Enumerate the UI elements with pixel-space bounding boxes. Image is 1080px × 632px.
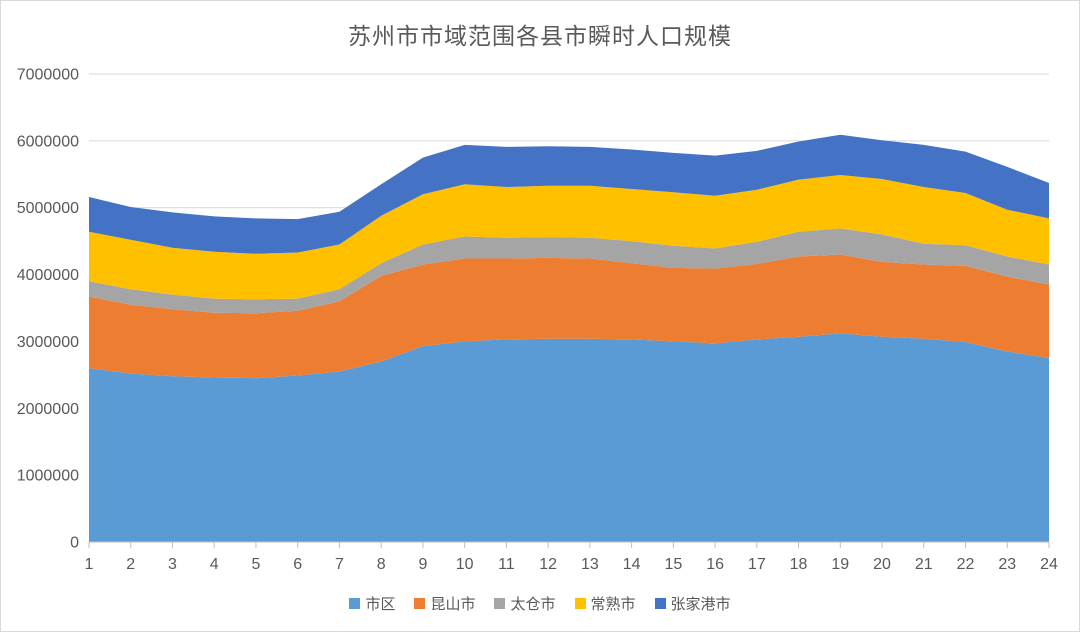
x-axis-label-4: 4 bbox=[210, 556, 219, 573]
x-axis-label-7: 7 bbox=[335, 556, 344, 573]
y-axis-label-6000000: 6000000 bbox=[17, 133, 79, 150]
x-axis-label-23: 23 bbox=[998, 556, 1016, 573]
y-axis-label-5000000: 5000000 bbox=[17, 200, 79, 217]
x-axis-label-11: 11 bbox=[498, 556, 515, 573]
x-axis-label-21: 21 bbox=[915, 556, 933, 573]
series-area-1 bbox=[89, 254, 1049, 379]
x-axis-label-8: 8 bbox=[377, 556, 386, 573]
legend-item-1: 昆山市 bbox=[414, 593, 475, 614]
legend-label: 太仓市 bbox=[510, 596, 556, 613]
x-axis-label-16: 16 bbox=[706, 556, 724, 573]
legend-swatch-icon bbox=[414, 598, 426, 609]
y-axis-label-0: 0 bbox=[70, 535, 79, 552]
x-axis-label-5: 5 bbox=[252, 556, 261, 573]
legend-swatch-icon bbox=[574, 598, 586, 609]
x-axis-label-1: 1 bbox=[85, 556, 94, 573]
x-axis-label-13: 13 bbox=[581, 556, 599, 573]
legend-swatch-icon bbox=[654, 598, 666, 609]
y-axis-label-3000000: 3000000 bbox=[17, 334, 79, 351]
legend-label: 昆山市 bbox=[430, 596, 476, 613]
x-axis-label-18: 18 bbox=[790, 556, 808, 573]
y-axis-label-1000000: 1000000 bbox=[17, 468, 79, 485]
legend-item-4: 张家港市 bbox=[654, 593, 731, 614]
legend-label: 市区 bbox=[365, 596, 396, 613]
x-axis-label-15: 15 bbox=[664, 556, 682, 573]
chart-title: 苏州市市域范围各县市瞬时人口规模 bbox=[348, 24, 732, 50]
series-area-3 bbox=[89, 175, 1049, 300]
x-axis-label-19: 19 bbox=[831, 556, 849, 573]
series-area-2 bbox=[89, 228, 1049, 314]
y-axis-label-4000000: 4000000 bbox=[17, 267, 79, 284]
y-axis-label-2000000: 2000000 bbox=[17, 401, 79, 418]
x-axis-label-2: 2 bbox=[126, 556, 135, 573]
x-axis-label-14: 14 bbox=[623, 556, 641, 573]
series-area-0 bbox=[89, 333, 1049, 542]
x-axis-label-3: 3 bbox=[168, 556, 177, 573]
x-axis-label-10: 10 bbox=[456, 556, 474, 573]
x-axis-label-17: 17 bbox=[748, 556, 766, 573]
x-axis-label-22: 22 bbox=[957, 556, 975, 573]
x-axis-label-20: 20 bbox=[873, 556, 891, 573]
legend-label: 张家港市 bbox=[670, 596, 731, 613]
x-axis-label-12: 12 bbox=[539, 556, 557, 573]
x-axis-label-9: 9 bbox=[418, 556, 427, 573]
legend-item-3: 常熟市 bbox=[574, 593, 636, 614]
legend-swatch-icon bbox=[494, 598, 506, 609]
x-axis-label-6: 6 bbox=[293, 556, 302, 573]
legend-item-2: 太仓市 bbox=[494, 593, 556, 614]
y-axis-label-7000000: 7000000 bbox=[17, 67, 79, 84]
legend: 市区 昆山市 太仓市 常熟市 张家港市 bbox=[1, 593, 1079, 614]
legend-item-0: 市区 bbox=[349, 593, 395, 614]
series-area-4 bbox=[89, 134, 1049, 254]
legend-swatch-icon bbox=[349, 598, 361, 609]
x-axis-label-24: 24 bbox=[1040, 556, 1058, 573]
legend-label: 常熟市 bbox=[590, 596, 636, 613]
